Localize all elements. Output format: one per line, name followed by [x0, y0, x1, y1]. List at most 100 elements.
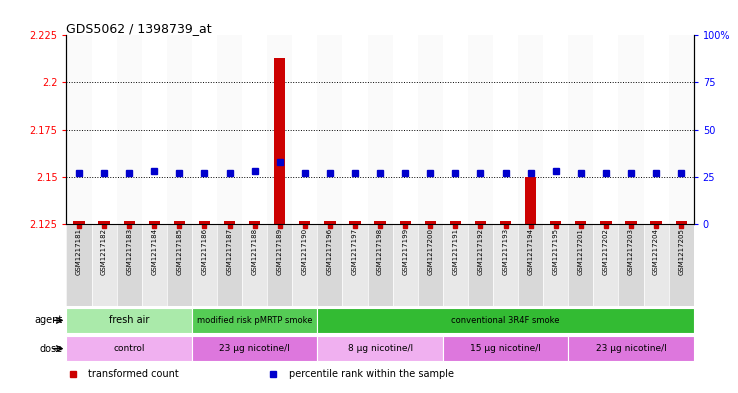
- Bar: [66, 336, 192, 361]
- Bar: [443, 224, 468, 306]
- Text: GSM1217198: GSM1217198: [377, 228, 383, 275]
- Bar: [543, 35, 568, 224]
- Bar: [217, 35, 242, 224]
- Text: transformed count: transformed count: [89, 369, 179, 379]
- Text: GSM1217182: GSM1217182: [101, 228, 107, 275]
- Bar: [418, 35, 443, 224]
- Bar: [317, 336, 443, 361]
- Bar: [199, 221, 210, 224]
- Text: GDS5062 / 1398739_at: GDS5062 / 1398739_at: [66, 22, 212, 35]
- Bar: [543, 224, 568, 306]
- Text: GSM1217199: GSM1217199: [402, 228, 408, 275]
- Text: GSM1217185: GSM1217185: [176, 228, 182, 275]
- Bar: [368, 35, 393, 224]
- Bar: [618, 224, 644, 306]
- Bar: [217, 224, 242, 306]
- Bar: [468, 224, 493, 306]
- Text: agent: agent: [35, 315, 63, 325]
- Bar: [568, 336, 694, 361]
- Bar: [568, 35, 593, 224]
- Text: GSM1217191: GSM1217191: [452, 228, 458, 275]
- Bar: [73, 221, 85, 224]
- Bar: [475, 221, 486, 224]
- Bar: [424, 221, 436, 224]
- Bar: [249, 221, 261, 224]
- Bar: [644, 224, 669, 306]
- Bar: [568, 224, 593, 306]
- Text: GSM1217195: GSM1217195: [553, 228, 559, 275]
- Text: GSM1217194: GSM1217194: [528, 228, 534, 275]
- Bar: [66, 224, 92, 306]
- Bar: [142, 224, 167, 306]
- Bar: [242, 35, 267, 224]
- Bar: [292, 35, 317, 224]
- Bar: [618, 35, 644, 224]
- Bar: [242, 224, 267, 306]
- Bar: [342, 224, 368, 306]
- Bar: [669, 35, 694, 224]
- Text: 8 μg nicotine/l: 8 μg nicotine/l: [348, 344, 413, 353]
- Bar: [342, 35, 368, 224]
- Text: GSM1217203: GSM1217203: [628, 228, 634, 275]
- Bar: [167, 224, 192, 306]
- Text: GSM1217186: GSM1217186: [201, 228, 207, 275]
- Text: GSM1217183: GSM1217183: [126, 228, 132, 275]
- Bar: [192, 308, 317, 333]
- Text: GSM1217204: GSM1217204: [653, 228, 659, 275]
- Text: GSM1217205: GSM1217205: [678, 228, 684, 275]
- Bar: [66, 35, 92, 224]
- Bar: [349, 221, 361, 224]
- Text: 15 μg nicotine/l: 15 μg nicotine/l: [470, 344, 541, 353]
- Bar: [92, 35, 117, 224]
- Bar: [443, 336, 568, 361]
- Bar: [493, 224, 518, 306]
- Text: GSM1217193: GSM1217193: [503, 228, 508, 275]
- Bar: [518, 35, 543, 224]
- Text: GSM1217187: GSM1217187: [227, 228, 232, 275]
- Text: GSM1217202: GSM1217202: [603, 228, 609, 275]
- Bar: [173, 221, 185, 224]
- Text: GSM1217181: GSM1217181: [76, 228, 82, 275]
- Text: control: control: [114, 344, 145, 353]
- Bar: [393, 35, 418, 224]
- Bar: [117, 35, 142, 224]
- Bar: [418, 224, 443, 306]
- Bar: [593, 224, 618, 306]
- Bar: [669, 224, 694, 306]
- Bar: [317, 224, 342, 306]
- Bar: [374, 221, 386, 224]
- Bar: [123, 221, 135, 224]
- Bar: [600, 221, 612, 224]
- Bar: [317, 308, 694, 333]
- Text: conventional 3R4F smoke: conventional 3R4F smoke: [451, 316, 560, 325]
- Text: GSM1217200: GSM1217200: [427, 228, 433, 275]
- Bar: [267, 224, 292, 306]
- Bar: [117, 224, 142, 306]
- Bar: [274, 58, 286, 224]
- Bar: [192, 224, 217, 306]
- Bar: [66, 308, 192, 333]
- Bar: [142, 35, 167, 224]
- Text: fresh air: fresh air: [109, 315, 149, 325]
- Bar: [92, 224, 117, 306]
- Bar: [167, 35, 192, 224]
- Bar: [317, 35, 342, 224]
- Text: GSM1217196: GSM1217196: [327, 228, 333, 275]
- Bar: [575, 221, 587, 224]
- Bar: [449, 221, 461, 224]
- Text: GSM1217184: GSM1217184: [151, 228, 157, 275]
- Bar: [650, 221, 662, 224]
- Bar: [267, 35, 292, 224]
- Bar: [399, 221, 411, 224]
- Bar: [644, 35, 669, 224]
- Bar: [393, 224, 418, 306]
- Bar: [368, 224, 393, 306]
- Text: modified risk pMRTP smoke: modified risk pMRTP smoke: [197, 316, 312, 325]
- Text: GSM1217201: GSM1217201: [578, 228, 584, 275]
- Bar: [192, 35, 217, 224]
- Bar: [675, 221, 687, 224]
- Bar: [192, 336, 317, 361]
- Bar: [299, 221, 311, 224]
- Text: GSM1217192: GSM1217192: [477, 228, 483, 275]
- Bar: [324, 221, 336, 224]
